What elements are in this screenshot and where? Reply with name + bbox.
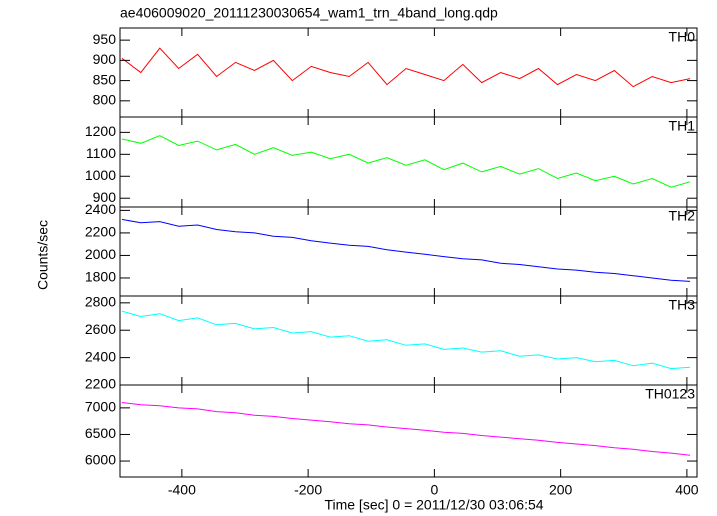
x-axis-label: Time [sec] 0 = 2011/12/30 03:06:54 [324,497,543,513]
series-line [121,218,691,282]
y-tick-label: 1800 [85,269,116,285]
y-axis-label: Counts/sec [35,220,51,290]
y-tick-label: 2000 [85,246,116,262]
y-tick-label: 1100 [86,145,116,161]
panel-frame [119,384,698,478]
y-tick-label: 1200 [85,123,116,139]
series-name: TH0 [669,29,696,45]
y-tick-label: 6000 [85,452,116,468]
y-tick-label: 850 [93,71,117,87]
y-tick-label: 800 [93,92,117,108]
series-name: TH3 [669,297,696,313]
y-tick-label: 900 [93,51,117,67]
series-line [121,402,691,456]
series-name: TH0123 [645,386,695,402]
y-tick-label: 6500 [85,425,116,441]
y-tick-label: 7000 [85,399,116,415]
x-tick-label: -200 [294,482,322,498]
series-line [121,310,691,370]
series-line [121,47,691,88]
y-tick-label: 2400 [85,201,116,217]
x-tick-label: 0 [430,482,438,498]
y-tick-label: 2600 [85,321,116,337]
series-line [121,135,691,188]
y-tick-label: 950 [93,31,117,47]
x-tick-label: -400 [168,482,196,498]
y-tick-label: 2400 [85,348,116,364]
y-tick-label: 900 [93,189,117,205]
series-name: TH1 [669,118,696,134]
y-tick-label: 2800 [85,294,116,310]
y-tick-label: 2200 [85,224,116,240]
y-tick-label: 2200 [85,376,116,392]
x-tick-label: 400 [675,482,699,498]
x-tick-label: 200 [549,482,573,498]
y-tick-label: 1000 [85,167,116,183]
chart-title: ae406009020_20111230030654_wam1_trn_4ban… [120,5,498,21]
series-name: TH2 [669,208,696,224]
